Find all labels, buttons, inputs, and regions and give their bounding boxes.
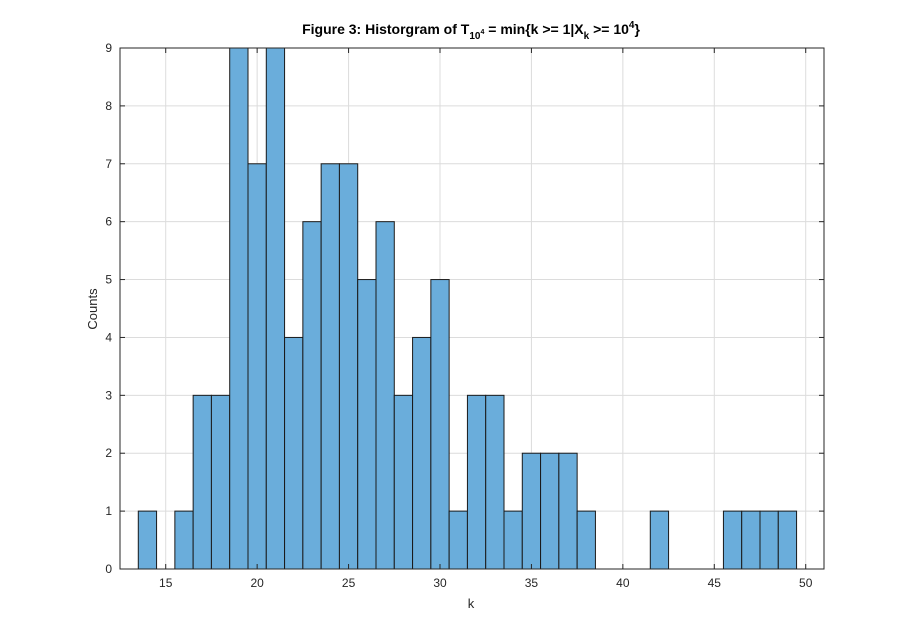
title-sup: 4 — [629, 20, 635, 31]
histogram-bar — [741, 510, 761, 570]
histogram-bar — [558, 452, 578, 570]
histogram-bar — [393, 394, 414, 570]
x-axis-label: k — [468, 596, 475, 611]
axes-box — [119, 47, 825, 570]
histogram-bar — [137, 510, 158, 570]
y-tick-label: 7 — [105, 157, 112, 171]
x-tick-label: 45 — [708, 576, 722, 590]
title-sub-k: k — [584, 31, 590, 42]
y-tick-label: 5 — [105, 273, 112, 287]
histogram-bar — [485, 394, 505, 570]
histogram-bar — [320, 163, 340, 570]
histogram-bar — [192, 394, 212, 570]
y-tick-label: 4 — [105, 330, 112, 344]
histogram-bar — [375, 221, 395, 570]
histogram-bar — [576, 510, 596, 570]
histogram-bar — [503, 510, 523, 570]
histogram-bar — [540, 452, 560, 570]
y-tick-label: 1 — [105, 504, 112, 518]
title-sub-base: 10 — [469, 31, 481, 42]
histogram-bar — [649, 510, 670, 570]
title-middle: = min{k >= 1|X — [484, 21, 584, 37]
histogram-bar — [174, 510, 194, 570]
title-sub-exp: 4 — [480, 29, 484, 36]
y-tick-label: 8 — [105, 99, 112, 113]
chart-title: Figure 3: Historgram of T104 = min{k >= … — [302, 20, 640, 42]
histogram-bar — [338, 163, 359, 570]
x-tick-label: 40 — [616, 576, 630, 590]
histogram-bar — [210, 394, 231, 570]
title-main: Figure 3: Historgram of T — [302, 21, 470, 37]
histogram-bar — [357, 279, 377, 570]
histogram-bar — [265, 47, 286, 570]
y-tick-label: 2 — [105, 446, 112, 460]
x-tick-label: 25 — [342, 576, 356, 590]
y-tick-label: 3 — [105, 388, 112, 402]
y-tick-label: 6 — [105, 215, 112, 229]
histogram-bar — [430, 279, 450, 570]
histogram-bar — [777, 510, 798, 570]
histogram-bar — [229, 47, 249, 570]
histogram-bar — [722, 510, 743, 570]
x-tick-label: 30 — [433, 576, 447, 590]
histogram-bar — [284, 336, 304, 570]
y-tick-label: 9 — [105, 41, 112, 55]
histogram-bar — [302, 221, 322, 570]
y-tick-label: 0 — [105, 562, 112, 576]
x-tick-label: 20 — [250, 576, 264, 590]
title-after-k: >= 10 — [589, 21, 629, 37]
histogram-bar — [412, 336, 432, 570]
histogram-bar — [466, 394, 487, 570]
histogram-bar — [759, 510, 779, 570]
x-tick-label: 50 — [799, 576, 813, 590]
histogram-bar — [448, 510, 468, 570]
histogram-bar — [247, 163, 267, 570]
histogram-bar — [521, 452, 542, 570]
title-end: } — [634, 21, 640, 37]
x-tick-label: 15 — [159, 576, 173, 590]
x-tick-label: 35 — [525, 576, 539, 590]
y-axis-label: Counts — [85, 288, 100, 330]
